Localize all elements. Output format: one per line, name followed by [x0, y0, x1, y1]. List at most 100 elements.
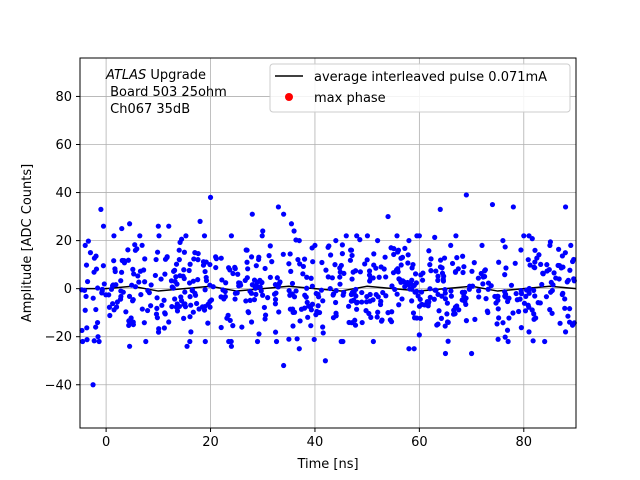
data-point [304, 274, 310, 280]
data-point [371, 251, 377, 257]
data-point [437, 206, 443, 212]
data-point [152, 272, 158, 279]
data-point [203, 274, 209, 281]
data-point [440, 278, 447, 284]
data-point [374, 314, 380, 320]
data-point [309, 301, 316, 307]
data-point [396, 302, 402, 308]
y-axis-label: Amplitude [ADC Counts] [20, 164, 35, 322]
data-point [332, 262, 338, 268]
data-point [319, 259, 325, 266]
data-point [148, 282, 154, 288]
data-point [139, 306, 145, 312]
data-point [281, 362, 287, 369]
data-point [525, 257, 531, 263]
data-point [188, 302, 194, 308]
data-point [375, 309, 381, 315]
data-point [213, 254, 219, 260]
data-point [452, 269, 459, 275]
data-point [544, 268, 550, 274]
data-point [260, 228, 266, 234]
data-point [141, 267, 147, 273]
data-point [98, 206, 104, 212]
data-point [385, 310, 391, 316]
data-point [414, 233, 420, 239]
data-point [359, 289, 365, 296]
data-point [391, 251, 397, 258]
data-point [226, 338, 232, 345]
data-point [310, 259, 316, 265]
annotation-line-2: Board 503 25ohm [106, 85, 227, 100]
data-point [274, 275, 280, 281]
data-point [533, 315, 539, 321]
data-point [308, 323, 314, 329]
data-point [192, 290, 198, 296]
data-point [526, 329, 532, 335]
data-point [325, 244, 331, 250]
data-point [428, 268, 434, 274]
data-point [538, 261, 544, 267]
data-point [532, 259, 538, 265]
data-point [106, 292, 112, 298]
data-point [125, 257, 132, 263]
data-point [485, 309, 491, 316]
data-point [337, 281, 343, 287]
data-point [291, 294, 298, 300]
data-point [371, 262, 377, 268]
data-point [281, 211, 287, 217]
data-point [111, 258, 117, 264]
data-point [275, 284, 281, 290]
data-point [407, 286, 413, 292]
data-point [225, 312, 231, 318]
data-point [406, 346, 412, 352]
data-point [427, 286, 433, 292]
data-point [207, 282, 213, 288]
data-point [500, 237, 506, 244]
data-point [370, 338, 376, 345]
data-point [195, 250, 201, 257]
data-point [245, 266, 251, 272]
data-point [460, 253, 466, 259]
data-point [332, 299, 339, 306]
data-point [138, 291, 144, 298]
data-point [91, 269, 97, 275]
data-point [560, 264, 566, 270]
y-tick-label: 60 [55, 138, 72, 153]
data-point [453, 233, 459, 239]
data-point [302, 292, 308, 298]
data-point [398, 262, 404, 268]
data-point [272, 301, 279, 307]
data-point [547, 307, 553, 313]
data-point [347, 257, 354, 263]
data-point [267, 274, 273, 280]
legend-label-max-phase: max phase [314, 91, 386, 106]
data-point [184, 343, 190, 349]
data-point [155, 223, 161, 229]
data-point [156, 233, 162, 239]
data-point [239, 324, 245, 330]
data-point [230, 323, 236, 329]
legend-box [269, 63, 571, 113]
data-point [300, 271, 306, 277]
data-point [154, 315, 160, 321]
y-tick-label: 20 [55, 234, 72, 249]
data-point [305, 314, 311, 320]
data-point [489, 201, 496, 208]
data-point [191, 256, 197, 262]
data-point [153, 256, 159, 263]
data-point [84, 278, 91, 285]
data-point [425, 303, 431, 309]
y-tick-label: −40 [45, 378, 72, 393]
data-point [424, 299, 430, 305]
data-point [411, 315, 418, 321]
data-point [99, 290, 105, 296]
x-tick-label: 0 [102, 435, 110, 450]
data-point [479, 242, 485, 249]
data-point [301, 256, 308, 262]
data-point [267, 243, 273, 249]
data-point [472, 316, 478, 322]
data-point [512, 260, 518, 266]
data-point [375, 237, 381, 244]
data-point [195, 257, 201, 263]
data-point [526, 290, 532, 296]
